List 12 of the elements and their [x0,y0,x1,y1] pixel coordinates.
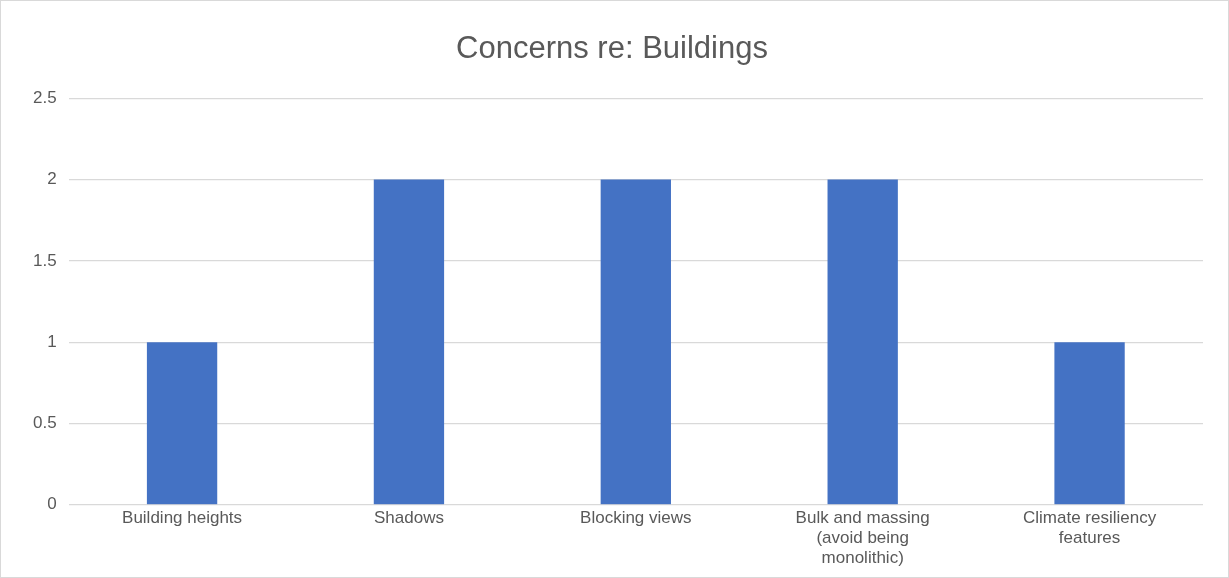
chart-title: Concerns re: Buildings [456,30,768,66]
x-tick-label: Shadows [373,507,444,527]
y-tick-label: 1.5 [32,250,57,270]
x-tick-label: Blocking views [580,507,692,527]
x-tick-label: Building heights [122,507,243,527]
x-tick-label: Climate resiliency features [1022,507,1157,548]
y-tick-label: 2.5 [32,87,57,107]
y-tick-label: 2 [47,169,57,189]
y-tick-label: 0 [47,494,57,514]
y-tick-label: 1 [47,331,57,351]
x-tick-label: Bulk and massing (avoid being monolithic) [795,507,930,568]
y-tick-label: 0.5 [32,413,57,433]
